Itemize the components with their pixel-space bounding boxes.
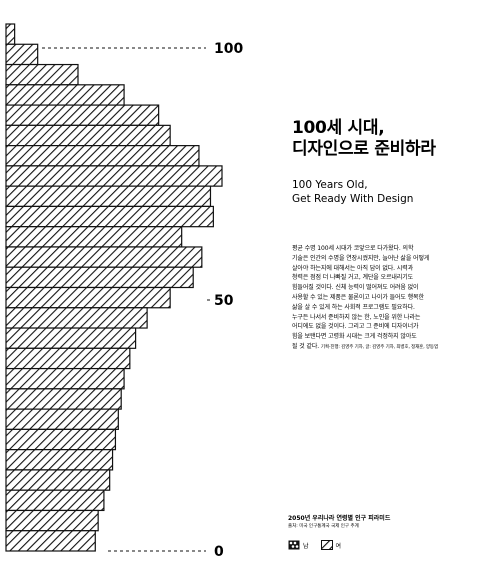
legend-label-female: 여 <box>335 542 342 550</box>
tick-100: 100 <box>42 41 243 57</box>
body-line: 힘들어질 것이다. 신체 능력이 떨어져도 어려움 없이 <box>292 284 419 292</box>
body-line: 힘을 보탠다면 고령화 시대는 크게 걱정하지 않아도 <box>292 333 417 341</box>
age-bar <box>5 428 117 451</box>
age-bar <box>5 530 96 552</box>
age-bar <box>5 469 111 491</box>
body-line: 사용할 수 있는 제품은 물론이고 나이가 들어도 행복한 <box>292 293 424 301</box>
age-bar <box>5 307 148 329</box>
age-bar <box>5 327 137 349</box>
age-bar <box>5 43 39 66</box>
age-bar <box>5 63 79 86</box>
english-subtitle: 100 Years Old, Get Ready With Design <box>292 178 413 206</box>
age-bar <box>5 145 200 167</box>
age-bar <box>5 408 119 430</box>
age-bar <box>5 489 105 512</box>
subtitle-line-2: Get Ready With Design <box>292 193 414 205</box>
body-line: 누구든 나서서 준비하지 않는 한, 노인을 위한 나라는 <box>292 313 421 321</box>
age-bar <box>5 449 114 471</box>
body-line: 살아야 하는지에 대해서는 아직 답이 없다. 시력과 <box>292 264 414 272</box>
body-line: 삶을 살 수 있게 하는 사회적 프로그램도 필요하다. <box>292 303 415 311</box>
tick-0: 0 <box>108 544 224 560</box>
body-last-line: 될 것 같다. 기획·진행: 김영주 기자, 글: 김영주 기자, 최병호, 정… <box>292 342 460 353</box>
chart-caption: 2050년 우리나라 연령별 인구 피라미드 출처: 미국 인구통계국 국제 인… <box>288 514 473 531</box>
age-bar <box>5 165 223 187</box>
headline-line-2: 디자인으로 준비하라 <box>292 139 436 159</box>
age-bar <box>5 23 16 45</box>
chart-source: 출처: 미국 인구통계국 국제 인구 추계 <box>288 524 359 529</box>
legend-swatch-male <box>288 540 300 550</box>
chart-legend: 남 여 <box>288 540 341 550</box>
age-bar <box>5 185 212 208</box>
headline: 100세 시대, 디자인으로 준비하라 <box>292 118 472 160</box>
age-bar <box>5 388 122 410</box>
headline-line-1: 100세 시대, <box>292 118 385 138</box>
tick-label-0: 0 <box>214 544 224 560</box>
age-bar <box>5 104 160 126</box>
article-body: 평균 수명 100세 시대가 코앞으로 다가왔다. 의학 기술은 인간의 수명을… <box>292 244 460 353</box>
tick-50: 50 <box>206 293 234 309</box>
age-bar <box>5 286 171 309</box>
article-credit: 기획·진행: 김영주 기자, 글: 김영주 기자, 최병호, 정재훈, 양동엽 <box>320 344 439 350</box>
age-bar <box>5 266 194 289</box>
subtitle-line-1: 100 Years Old, <box>292 179 368 191</box>
age-bar <box>5 84 125 106</box>
body-line: 청력은 점점 더 나빠질 거고, 계단을 오르내리기도 <box>292 274 414 282</box>
age-bar <box>5 509 99 532</box>
body-line: 기술은 인간의 수명을 연장시켰지만, 늘어난 삶을 어떻게 <box>292 254 430 262</box>
chart-title: 2050년 우리나라 연령별 인구 피라미드 <box>288 515 391 522</box>
age-bar <box>5 246 203 268</box>
age-bar <box>5 367 125 390</box>
legend-swatch-female <box>320 540 333 550</box>
age-bar <box>5 226 183 248</box>
body-line: 평균 수명 100세 시대가 코앞으로 다가왔다. 의학 <box>292 245 414 252</box>
age-bar <box>5 347 131 370</box>
age-bar <box>5 124 171 147</box>
tick-label-50: 50 <box>214 293 234 309</box>
tick-label-100: 100 <box>214 41 243 57</box>
age-bar <box>5 205 214 228</box>
legend-label-male: 남 <box>303 542 309 550</box>
body-last-text: 될 것 같다. <box>292 342 320 350</box>
body-line: 어디에도 없을 것이다. 그리고 그 준비에 디자이너가 <box>292 323 419 331</box>
bars-group <box>5 23 223 552</box>
